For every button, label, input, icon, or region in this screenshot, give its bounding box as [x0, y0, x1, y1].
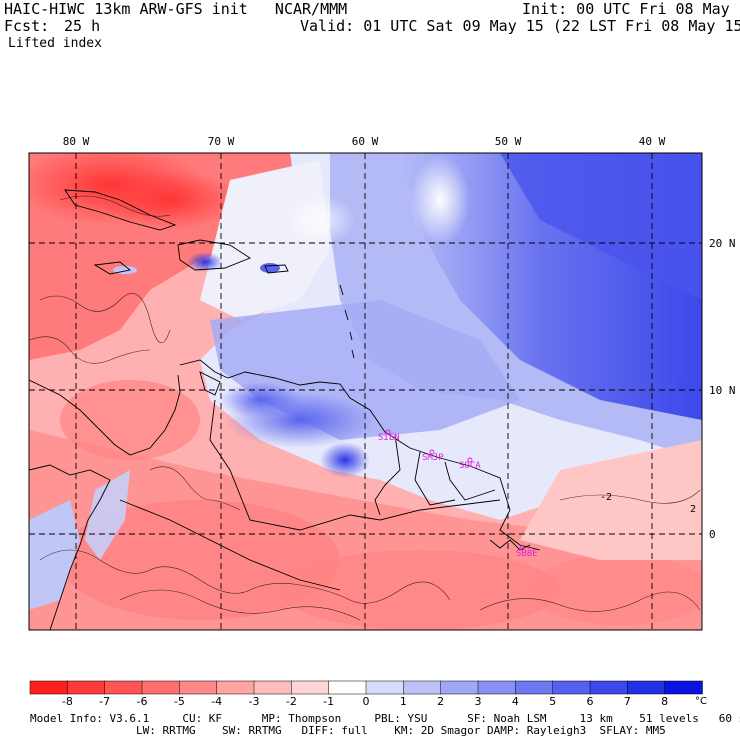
colorbar-tick-label: 8 — [661, 695, 668, 708]
model-info-line-1: Model Info: V3.6.1 CU: KF MP: Thompson P… — [30, 712, 740, 725]
colorbar-swatch — [291, 680, 330, 695]
lifted-index-field — [29, 153, 702, 630]
colorbar-swatch — [552, 680, 591, 695]
colorbar-tick-label: 6 — [587, 695, 594, 708]
colorbar-swatch — [179, 680, 218, 695]
station-label: SBBE — [516, 549, 538, 559]
station-label: SOCA — [459, 461, 481, 471]
lat-label-20n: 20 N — [709, 237, 736, 250]
lon-label-80w: 80 W — [63, 135, 90, 148]
colorbar-tick-label: -1 — [323, 695, 334, 708]
colorbar-swatch — [515, 680, 554, 695]
colorbar-swatch — [365, 680, 405, 695]
colorbar-tick-label: 0 — [363, 695, 370, 708]
station-label: SIEN — [378, 433, 400, 443]
forecast-label: Fcst: — [4, 17, 50, 35]
colorbar-tick-label: 5 — [549, 695, 556, 708]
colorbar-tick-label: -8 — [62, 695, 73, 708]
contour-lines — [29, 195, 701, 621]
lon-label-70w: 70 W — [208, 135, 235, 148]
colorbar-swatch — [29, 680, 69, 695]
colorbar-swatch — [627, 680, 666, 695]
colorbar-swatch — [477, 680, 517, 695]
colorbar-swatch — [216, 680, 255, 695]
colorbar-tick-label: 3 — [475, 695, 482, 708]
lat-lon-grid — [29, 153, 702, 630]
colorbar-tick-label: -6 — [137, 695, 148, 708]
colorbar-unit: °C — [695, 696, 707, 707]
colorbar-swatch — [253, 680, 293, 695]
lat-label-0: 0 — [709, 528, 716, 541]
colorbar-tick-label: -7 — [99, 695, 110, 708]
colorbar-swatch — [403, 680, 442, 695]
colorbar-tick-label: 4 — [512, 695, 519, 708]
valid-time: Valid: 01 UTC Sat 09 May 15 (22 LST Fri … — [300, 17, 740, 35]
colorbar-tick-label: 2 — [437, 695, 444, 708]
colorbar-swatch — [664, 680, 703, 695]
contour-label: 2 — [690, 504, 696, 515]
colorbar-swatch — [328, 680, 367, 695]
forecast-hours: 25 h — [64, 17, 101, 35]
contour-label: -2 — [600, 492, 612, 503]
lon-label-50w: 50 W — [495, 135, 522, 148]
init-time: Init: 00 UTC Fri 08 May 15 — [522, 0, 740, 18]
colorbar-swatch — [104, 680, 143, 695]
colorbar-swatch — [141, 680, 181, 695]
lat-label-10n: 10 N — [709, 384, 736, 397]
colorbar-tick-label: -2 — [286, 695, 297, 708]
field-name: Lifted index — [8, 36, 102, 51]
model-title: HAIC-HIWC 13km ARW-GFS init NCAR/MMM — [4, 0, 348, 18]
colorbar-swatch — [589, 680, 629, 695]
lon-label-60w: 60 W — [352, 135, 379, 148]
colorbar-tick-label: -3 — [249, 695, 260, 708]
map-frame — [28, 152, 703, 631]
station-markers — [385, 429, 525, 551]
colorbar-tick-label: -4 — [211, 695, 222, 708]
lon-label-40w: 40 W — [639, 135, 666, 148]
colorbar-tick-label: 1 — [400, 695, 407, 708]
colorbar-swatch — [67, 680, 106, 695]
model-info-line-2: LW: RRTMG SW: RRTMG DIFF: full KM: 2D Sm… — [30, 724, 666, 737]
colorbar-swatch — [440, 680, 479, 695]
colorbar: -8 -7 -6 -5 -4 -3 -2 -1 0 1 2 3 4 5 6 7 8 — [29, 680, 703, 708]
colorbar-tick-label: -5 — [174, 695, 185, 708]
colorbar-tick-label: 7 — [624, 695, 631, 708]
station-label: SMJP — [422, 453, 444, 463]
